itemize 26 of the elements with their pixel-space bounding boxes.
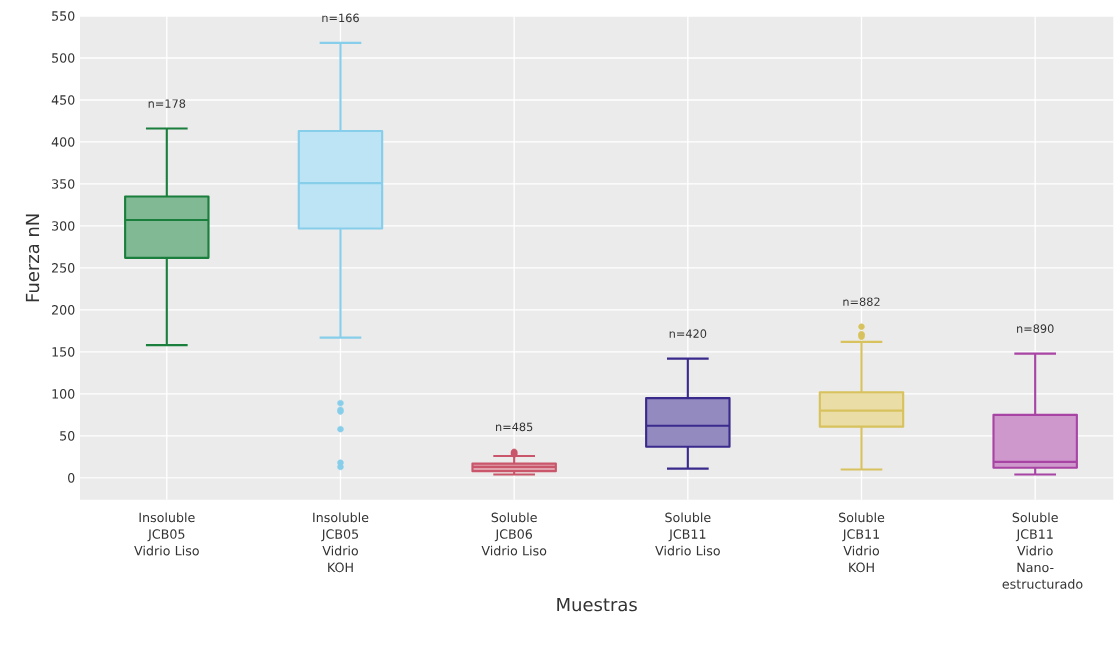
y-tick-label: 150 — [52, 347, 75, 357]
annotation: n=420 — [669, 329, 707, 339]
y-tick-label: 500 — [52, 53, 75, 63]
x-tick-label: Insoluble JCB05 Vidrio Liso — [134, 512, 199, 556]
y-tick-label: 550 — [52, 11, 75, 21]
y-axis-title: Fuerza nN — [25, 214, 40, 302]
y-tick-label: 0 — [68, 473, 75, 483]
x-axis-title: Muestras — [557, 598, 637, 612]
annotation: n=166 — [322, 13, 359, 23]
x-tick-label: Soluble JCB11 Vidrio Liso — [655, 512, 720, 556]
y-tick-label: 450 — [51, 95, 75, 105]
y-tick-label: 400 — [51, 137, 75, 147]
y-tick-label: 300 — [52, 221, 75, 231]
annotation: n=890 — [1017, 324, 1054, 334]
x-tick-label: Soluble JCB11 Vidrio Nano-estructurado — [1002, 512, 1083, 590]
y-tick-label: 50 — [60, 431, 75, 441]
x-tick-label: Soluble JCB11 Vidrio KOH — [839, 512, 885, 573]
annotation: n=485 — [496, 422, 533, 432]
y-tick-label: 200 — [52, 305, 75, 315]
annotation: n=178 — [148, 99, 186, 109]
y-tick-label: 100 — [52, 389, 75, 399]
x-tick-label: Insoluble JCB05 Vidrio KOH — [313, 512, 369, 573]
x-tick-label: Soluble JCB06 Vidrio Liso — [481, 512, 547, 556]
y-tick-label: 250 — [52, 263, 75, 273]
y-tick-label: 350 — [52, 179, 75, 189]
annotation: n=882 — [843, 297, 880, 307]
